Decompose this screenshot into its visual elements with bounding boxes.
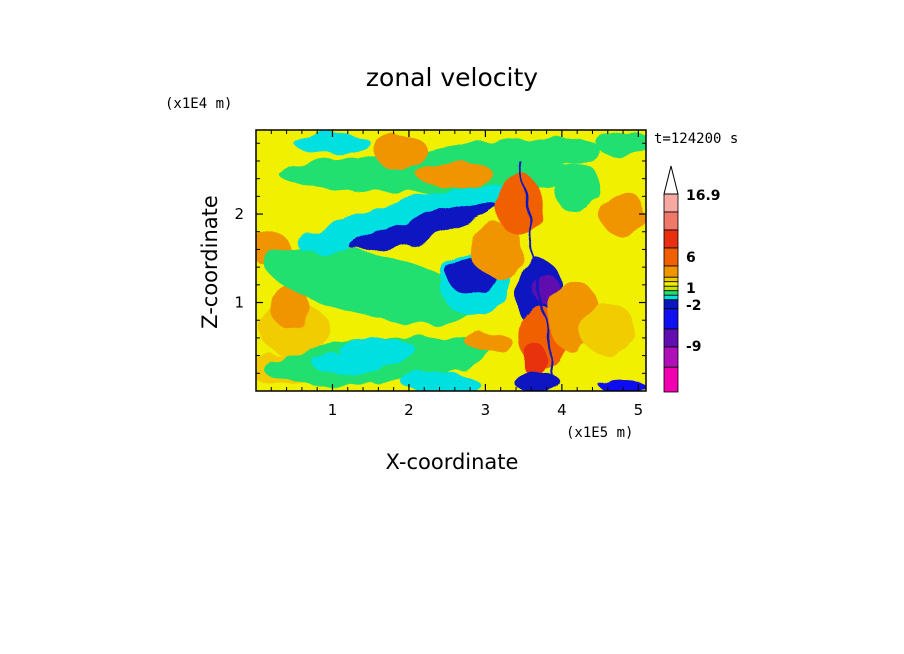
contour-region	[294, 132, 371, 154]
colorbar-segment	[663, 308, 679, 330]
contour-region	[581, 302, 635, 356]
y-tick-label: 2	[234, 205, 244, 223]
contour-region	[401, 371, 478, 391]
colorbar-label: 6	[686, 250, 696, 266]
x-tick-label: 3	[481, 401, 491, 419]
x-axis-label: X-coordinate	[386, 450, 519, 474]
colorbar-label: 16.9	[686, 188, 721, 204]
contour-region	[596, 130, 646, 157]
contour-region	[516, 373, 562, 391]
colorbar-segment	[663, 193, 679, 213]
x-tick-label: 1	[328, 401, 338, 419]
colorbar-segment	[663, 211, 679, 231]
contour-region	[416, 160, 494, 188]
contour-region	[554, 160, 601, 215]
contour-region	[496, 174, 543, 237]
shear-line	[518, 160, 556, 383]
colorbar-segment	[663, 290, 679, 296]
contour-region	[340, 337, 417, 365]
x-unit-label: (x1E5 m)	[566, 425, 633, 441]
plot-area	[256, 130, 646, 391]
chart-title: zonal velocity	[366, 63, 538, 92]
contour-region	[350, 203, 498, 251]
contour-region	[297, 184, 521, 253]
colorbar-segment	[663, 265, 679, 278]
colorbar-segment	[663, 276, 679, 283]
colorbar-label: -2	[686, 298, 702, 314]
time-label: t=124200 s	[654, 131, 738, 147]
colorbar-segment	[663, 285, 679, 292]
colorbar-segment	[663, 366, 679, 393]
colorbar-segment	[663, 281, 679, 287]
contour-region	[600, 379, 646, 391]
colorbar-segment	[663, 294, 679, 301]
x-tick-label: 4	[557, 401, 567, 419]
y-axis: 12	[234, 142, 646, 374]
x-tick-label: 2	[404, 401, 414, 419]
colorbar-segment	[663, 328, 679, 348]
colorbar-segment	[663, 299, 679, 310]
colorbar-segment	[663, 346, 679, 368]
x-tick-label: 5	[634, 401, 644, 419]
contour-region	[470, 222, 524, 276]
contour-region	[466, 331, 513, 353]
colorbar-label: -9	[686, 339, 702, 355]
colorbar-label: 1	[686, 281, 696, 297]
colorbar-segment	[663, 247, 679, 267]
contour-region	[374, 134, 429, 170]
y-unit-label: (x1E4 m)	[165, 96, 232, 112]
contour-region	[523, 342, 547, 378]
colorbar: 16.9 6 1-2 -9	[663, 165, 721, 393]
colorbar-segment	[663, 229, 679, 249]
y-tick-label: 1	[234, 294, 244, 312]
contour-region	[600, 191, 646, 237]
contour-region	[265, 247, 476, 323]
contour-region	[271, 284, 310, 330]
colorbar-max-arrow	[663, 165, 679, 195]
plot-frame	[255, 129, 647, 392]
x-axis: 1 2 3 4 5	[270, 130, 644, 419]
y-axis-label: Z-coordinate	[198, 195, 222, 329]
